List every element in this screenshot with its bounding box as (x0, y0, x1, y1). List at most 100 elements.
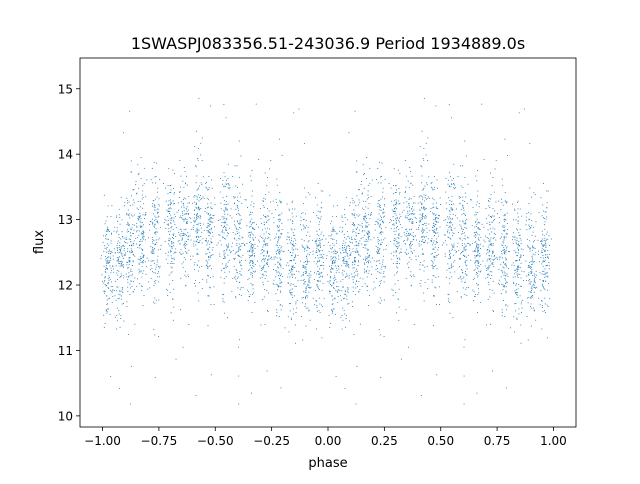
data-point (196, 223, 198, 225)
data-point (198, 235, 199, 237)
data-point (104, 235, 106, 237)
data-point (141, 285, 142, 287)
data-point (368, 238, 370, 240)
data-point (209, 220, 211, 222)
data-point (366, 178, 367, 179)
data-point (116, 231, 117, 233)
data-point (132, 291, 134, 293)
data-point (502, 241, 504, 243)
data-point (126, 306, 128, 307)
data-point (180, 201, 182, 203)
data-point (167, 216, 169, 217)
data-point (224, 256, 226, 258)
data-point (455, 215, 457, 217)
data-point (136, 222, 138, 224)
data-point (132, 215, 134, 217)
data-point (548, 268, 550, 270)
data-point (357, 224, 359, 226)
data-point (504, 138, 506, 140)
data-point (179, 192, 181, 193)
data-point (347, 245, 349, 247)
data-point (395, 292, 397, 293)
data-point (485, 253, 487, 255)
data-point (415, 235, 417, 237)
data-point (195, 206, 197, 208)
data-point (504, 253, 506, 255)
data-point (186, 213, 188, 215)
data-point (354, 274, 356, 276)
data-point (267, 266, 269, 268)
data-point (431, 241, 433, 243)
data-point (111, 290, 113, 292)
data-point (518, 243, 519, 245)
data-point (132, 242, 134, 244)
data-point (207, 219, 209, 221)
data-point (193, 217, 195, 219)
data-point (277, 249, 279, 251)
data-point (248, 291, 250, 293)
data-point (493, 292, 495, 294)
data-point (479, 253, 481, 254)
data-point (219, 253, 221, 255)
data-point (279, 253, 280, 255)
data-point (278, 221, 280, 222)
data-point (120, 260, 122, 262)
data-point (141, 225, 143, 227)
data-point (332, 216, 334, 218)
data-point (154, 224, 156, 226)
data-point (234, 257, 236, 259)
data-point (542, 280, 544, 282)
data-point (248, 235, 250, 237)
data-point (477, 251, 479, 253)
data-point (230, 208, 232, 210)
data-point (461, 213, 463, 215)
data-point (153, 225, 155, 227)
data-point (225, 264, 227, 266)
data-point (344, 313, 346, 315)
data-point (380, 232, 382, 234)
data-point (309, 282, 311, 284)
data-point (291, 292, 293, 294)
data-point (541, 230, 543, 232)
data-point (397, 298, 399, 300)
data-point (277, 300, 279, 301)
data-point (117, 298, 119, 300)
data-point (117, 242, 119, 244)
data-point (351, 238, 353, 240)
data-point (344, 247, 346, 248)
data-point (296, 307, 298, 309)
data-point (120, 247, 122, 249)
data-point (180, 253, 182, 255)
data-point (269, 234, 271, 235)
data-point (421, 213, 423, 215)
data-point (471, 243, 473, 244)
data-point (544, 259, 546, 261)
data-point (547, 305, 549, 307)
data-point (529, 250, 531, 252)
data-point (122, 236, 124, 237)
data-point (388, 183, 390, 184)
data-point (250, 214, 252, 215)
data-point (193, 196, 195, 198)
data-point (142, 190, 144, 192)
data-point (180, 233, 182, 235)
data-point (377, 249, 379, 251)
data-point (358, 229, 360, 231)
data-point (208, 188, 210, 190)
data-point (104, 292, 105, 294)
data-point (450, 226, 452, 228)
data-point (423, 159, 425, 161)
data-point (316, 238, 318, 240)
data-point (206, 187, 208, 189)
data-point (207, 213, 209, 215)
data-point (201, 288, 203, 289)
data-point (206, 197, 208, 199)
data-point (472, 250, 474, 252)
data-point (223, 203, 225, 205)
data-point (294, 285, 296, 287)
data-point (368, 259, 370, 261)
data-point (198, 300, 200, 302)
data-point (261, 237, 263, 238)
data-point (326, 255, 328, 257)
data-point (531, 269, 533, 271)
